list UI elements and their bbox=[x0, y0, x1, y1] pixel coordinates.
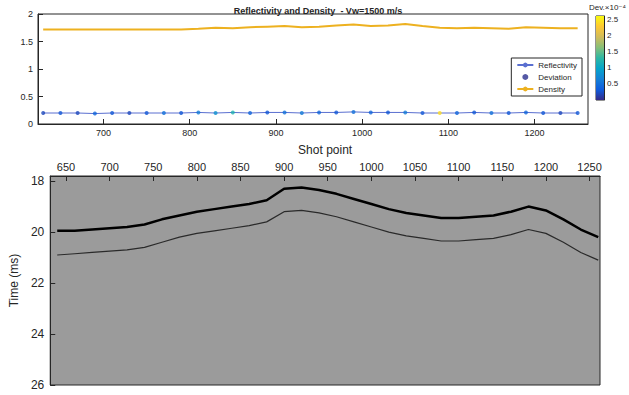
svg-text:900: 900 bbox=[275, 161, 293, 173]
svg-text:26: 26 bbox=[31, 378, 45, 392]
svg-text:1.5: 1.5 bbox=[607, 47, 619, 56]
svg-text:900: 900 bbox=[268, 128, 283, 138]
svg-text:Dev.×10⁻⁴: Dev.×10⁻⁴ bbox=[589, 3, 627, 12]
svg-text:Reflectivity and Density - Vw: Reflectivity and Density - Vw=1500 m/s bbox=[234, 6, 402, 16]
svg-text:1200: 1200 bbox=[534, 161, 558, 173]
svg-text:18: 18 bbox=[31, 174, 45, 188]
svg-text:1100: 1100 bbox=[439, 128, 458, 138]
svg-text:Density: Density bbox=[538, 85, 565, 94]
svg-text:22: 22 bbox=[31, 276, 45, 290]
svg-text:1050: 1050 bbox=[403, 161, 427, 173]
svg-text:24: 24 bbox=[31, 327, 45, 341]
svg-text:1: 1 bbox=[607, 63, 612, 72]
svg-text:1100: 1100 bbox=[447, 161, 471, 173]
svg-text:1.5: 1.5 bbox=[20, 37, 33, 47]
svg-text:2: 2 bbox=[28, 9, 33, 19]
svg-text:1000: 1000 bbox=[352, 128, 372, 138]
svg-text:2.5: 2.5 bbox=[607, 15, 619, 24]
svg-text:1250: 1250 bbox=[577, 161, 601, 173]
svg-text:650: 650 bbox=[57, 161, 75, 173]
svg-text:1200: 1200 bbox=[525, 128, 545, 138]
svg-text:850: 850 bbox=[231, 161, 249, 173]
svg-text:700: 700 bbox=[96, 128, 111, 138]
svg-text:2: 2 bbox=[607, 31, 612, 40]
svg-text:800: 800 bbox=[188, 161, 206, 173]
svg-text:0: 0 bbox=[28, 119, 33, 129]
svg-text:Time (ms): Time (ms) bbox=[7, 254, 21, 308]
svg-text:20: 20 bbox=[31, 225, 45, 239]
svg-text:Deviation: Deviation bbox=[538, 73, 571, 82]
svg-text:800: 800 bbox=[182, 128, 197, 138]
svg-text:1000: 1000 bbox=[359, 161, 383, 173]
svg-text:0.5: 0.5 bbox=[20, 92, 33, 102]
svg-text:700: 700 bbox=[100, 161, 118, 173]
svg-text:Reflectivity: Reflectivity bbox=[538, 61, 577, 70]
svg-text:950: 950 bbox=[319, 161, 337, 173]
svg-text:1150: 1150 bbox=[490, 161, 514, 173]
svg-text:Shot point: Shot point bbox=[298, 143, 353, 157]
svg-text:0.5: 0.5 bbox=[607, 79, 619, 88]
svg-text:750: 750 bbox=[144, 161, 162, 173]
svg-text:1: 1 bbox=[28, 64, 33, 74]
